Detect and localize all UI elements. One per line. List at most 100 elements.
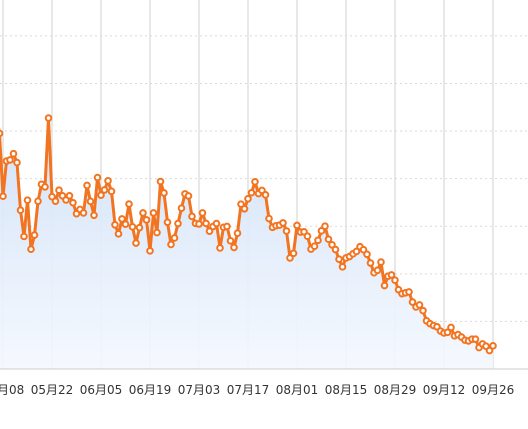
data-point xyxy=(328,240,336,249)
data-point xyxy=(366,259,375,267)
data-point xyxy=(30,231,39,239)
data-point xyxy=(118,215,126,223)
horizontal-gridlines xyxy=(0,35,528,322)
data-point xyxy=(471,335,480,343)
data-point xyxy=(139,209,147,217)
data-point xyxy=(27,245,35,254)
data-point xyxy=(443,328,452,337)
data-point xyxy=(223,222,231,231)
data-point xyxy=(111,221,119,229)
data-point xyxy=(279,219,287,227)
x-tick-label: 08月15 xyxy=(325,383,368,397)
data-point xyxy=(261,191,270,199)
data-point xyxy=(167,240,175,249)
data-point xyxy=(51,197,60,205)
data-point xyxy=(132,239,140,247)
x-tick-label: 06月05 xyxy=(80,383,123,397)
data-point xyxy=(202,219,210,228)
data-point xyxy=(419,306,427,315)
data-point xyxy=(447,323,455,332)
data-point xyxy=(373,266,382,275)
data-point xyxy=(212,219,221,228)
data-point xyxy=(335,255,343,264)
data-point xyxy=(198,209,207,217)
data-point xyxy=(86,197,95,206)
data-point xyxy=(380,281,389,290)
data-point xyxy=(149,209,158,217)
data-point xyxy=(230,243,238,252)
x-tick-label: 06月19 xyxy=(129,383,172,397)
data-point xyxy=(216,244,224,252)
data-point xyxy=(79,209,88,217)
data-point xyxy=(184,192,193,200)
data-point xyxy=(251,178,259,186)
data-point xyxy=(244,194,252,203)
data-point xyxy=(188,212,196,221)
data-point xyxy=(289,249,298,258)
x-tick-label: 07月03 xyxy=(178,383,221,397)
data-point xyxy=(314,236,322,245)
x-tick-labels: 04月2405月0805月2206月0506月1907月0307月1708月01… xyxy=(0,383,514,397)
data-point xyxy=(331,245,340,254)
data-point xyxy=(489,342,497,350)
data-point xyxy=(321,222,329,231)
data-point xyxy=(93,173,102,182)
data-point xyxy=(55,186,63,195)
data-point xyxy=(97,191,105,199)
data-point xyxy=(387,271,396,279)
data-point xyxy=(0,192,7,201)
data-point xyxy=(9,149,18,158)
data-point xyxy=(20,232,28,241)
data-point xyxy=(107,187,116,196)
data-point xyxy=(156,177,165,186)
data-point xyxy=(324,235,333,244)
data-point xyxy=(391,276,399,284)
data-point xyxy=(65,191,74,200)
data-point xyxy=(69,198,77,207)
data-point xyxy=(153,228,161,237)
x-tick-label: 05月08 xyxy=(0,383,24,397)
data-point xyxy=(363,250,371,259)
data-point xyxy=(16,206,25,215)
data-point xyxy=(310,242,319,251)
data-point xyxy=(303,232,312,241)
data-point xyxy=(163,218,172,227)
data-point xyxy=(247,188,256,197)
data-point xyxy=(282,227,291,235)
data-point xyxy=(114,230,123,238)
data-point xyxy=(100,186,109,194)
data-point xyxy=(121,220,130,228)
x-tick-label: 08月29 xyxy=(374,383,417,397)
data-point xyxy=(293,221,301,230)
data-point xyxy=(485,346,494,355)
data-point xyxy=(125,200,133,208)
data-point xyxy=(44,114,53,122)
data-point xyxy=(160,189,168,197)
data-point xyxy=(233,229,242,238)
data-point xyxy=(237,200,245,208)
data-point xyxy=(146,247,154,255)
x-tick-label: 05月22 xyxy=(31,383,74,397)
data-points xyxy=(0,114,497,355)
data-point xyxy=(352,247,361,256)
data-point xyxy=(240,204,249,213)
data-point xyxy=(90,211,98,220)
area-fill xyxy=(0,118,493,369)
data-point xyxy=(195,220,203,228)
x-tick-label: 09月12 xyxy=(423,383,466,397)
data-point xyxy=(13,158,21,167)
data-point xyxy=(177,204,186,212)
data-point xyxy=(174,219,182,228)
data-point xyxy=(104,177,112,185)
data-point xyxy=(6,156,14,164)
data-point xyxy=(135,223,144,232)
x-tick-label: 08月01 xyxy=(276,383,319,397)
x-tick-label: 07月17 xyxy=(227,383,270,397)
data-point xyxy=(205,227,214,235)
data-point xyxy=(286,254,294,262)
data-point xyxy=(359,245,368,254)
data-point xyxy=(170,234,179,242)
data-point xyxy=(34,197,42,205)
